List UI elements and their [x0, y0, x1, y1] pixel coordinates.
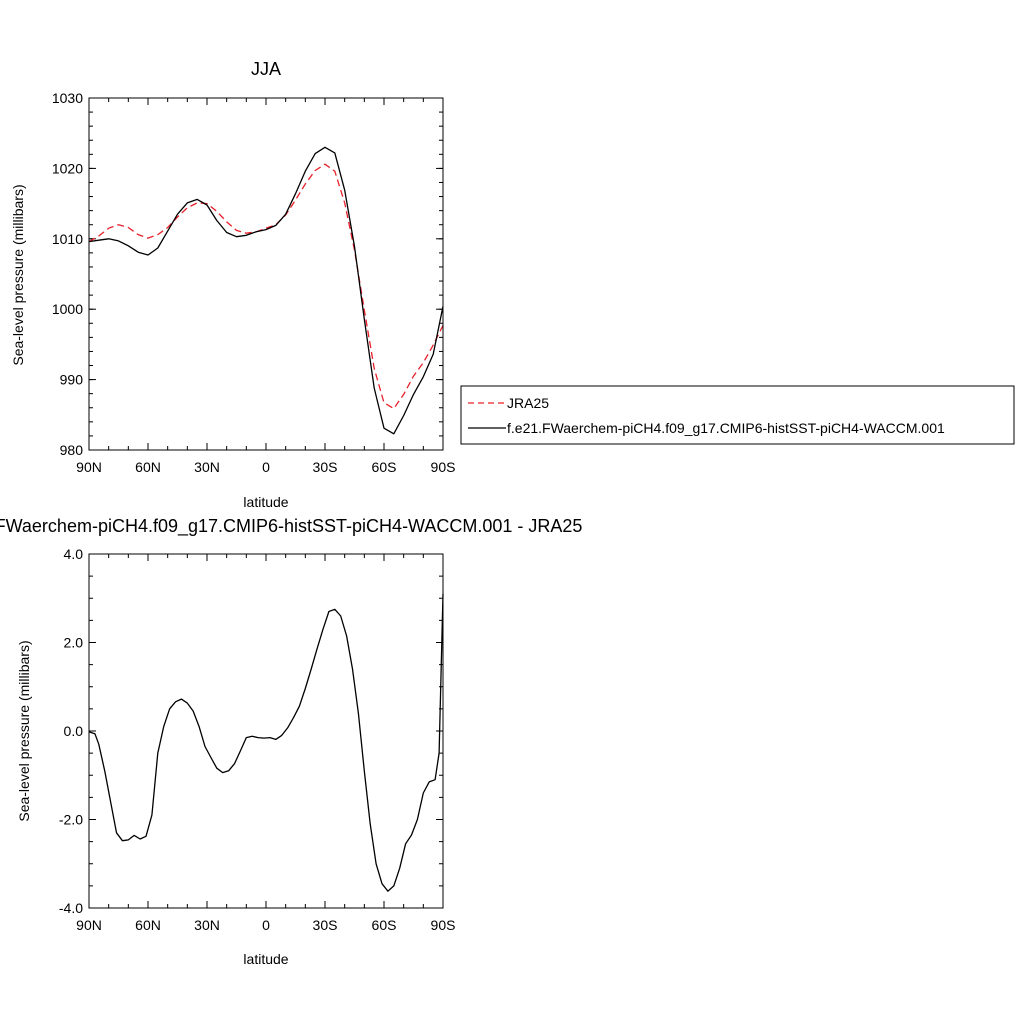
top-x-axis-title: latitude: [243, 494, 288, 510]
bottom-x-tick-label: 60N: [135, 917, 161, 933]
top-x-tick-label: 90N: [76, 459, 102, 475]
bottom-x-tick-label: 30S: [313, 917, 338, 933]
top-y-tick-label: 980: [60, 442, 84, 458]
top-panel: JJA Sea-level pressure (millibars) latit…: [10, 59, 455, 510]
bottom-series-lines: [88, 593, 444, 892]
top-y-tick-label: 1030: [52, 90, 83, 106]
bottom-y-tick-label: 2.0: [64, 635, 84, 651]
legend: JRA25 f.e21.FWaerchem-piCH4.f09_g17.CMIP…: [460, 385, 1015, 445]
top-y-tick-label: 990: [60, 372, 84, 388]
bottom-ticks: -4.0 -2.0 0.0 2.0 4.0 90N 60N 30N 0 30S 60S 90S: [59, 546, 456, 933]
top-y-axis-title: Sea-level pressure (millibars): [10, 184, 26, 365]
bottom-y-tick-label: -4.0: [59, 900, 83, 916]
bottom-x-axis-title: latitude: [243, 951, 288, 967]
top-plot-title: JJA: [251, 59, 281, 79]
bottom-series-line-difference: [88, 593, 444, 892]
bottom-y-tick-label: 0.0: [64, 723, 84, 739]
top-x-tick-label: 0: [262, 459, 270, 475]
bottom-y-tick-label: 4.0: [64, 546, 84, 562]
top-series-line-model: [88, 146, 444, 435]
top-x-tick-label: 90S: [431, 459, 456, 475]
top-y-tick-label: 1020: [52, 160, 83, 176]
bottom-panel: f.e21.FWaerchem-piCH4.f09_g17.CMIP6-hist…: [0, 516, 582, 967]
bottom-x-tick-label: 30N: [194, 917, 220, 933]
bottom-y-tick-label: -2.0: [59, 812, 83, 828]
top-x-tick-label: 30S: [313, 459, 338, 475]
top-plot-frame: [88, 97, 444, 451]
bottom-x-tick-label: 90S: [431, 917, 456, 933]
top-y-tick-label: 1000: [52, 301, 83, 317]
top-ticks: 980 990 1000 1010 1020 1030 90N 60N 30N 0 30S 60S 90…: [52, 90, 456, 475]
bottom-x-tick-label: 0: [262, 917, 270, 933]
top-x-tick-label: 30N: [194, 459, 220, 475]
legend-label-model: f.e21.FWaerchem-piCH4.f09_g17.CMIP6-hist…: [507, 420, 945, 436]
top-x-tick-label: 60S: [372, 459, 397, 475]
bottom-plot-title: f.e21.FWaerchem-piCH4.f09_g17.CMIP6-hist…: [0, 516, 582, 537]
top-y-tick-label: 1010: [52, 231, 83, 247]
top-series-lines: [88, 146, 444, 435]
top-series-line-jra25: [88, 163, 444, 410]
bottom-plot-frame: [88, 553, 444, 909]
legend-box: [460, 385, 1015, 445]
bottom-x-tick-label: 90N: [76, 917, 102, 933]
bottom-x-tick-label: 60S: [372, 917, 397, 933]
legend-label-jra25: JRA25: [507, 395, 549, 411]
bottom-y-axis-title: Sea-level pressure (millibars): [16, 640, 32, 821]
top-x-tick-label: 60N: [135, 459, 161, 475]
